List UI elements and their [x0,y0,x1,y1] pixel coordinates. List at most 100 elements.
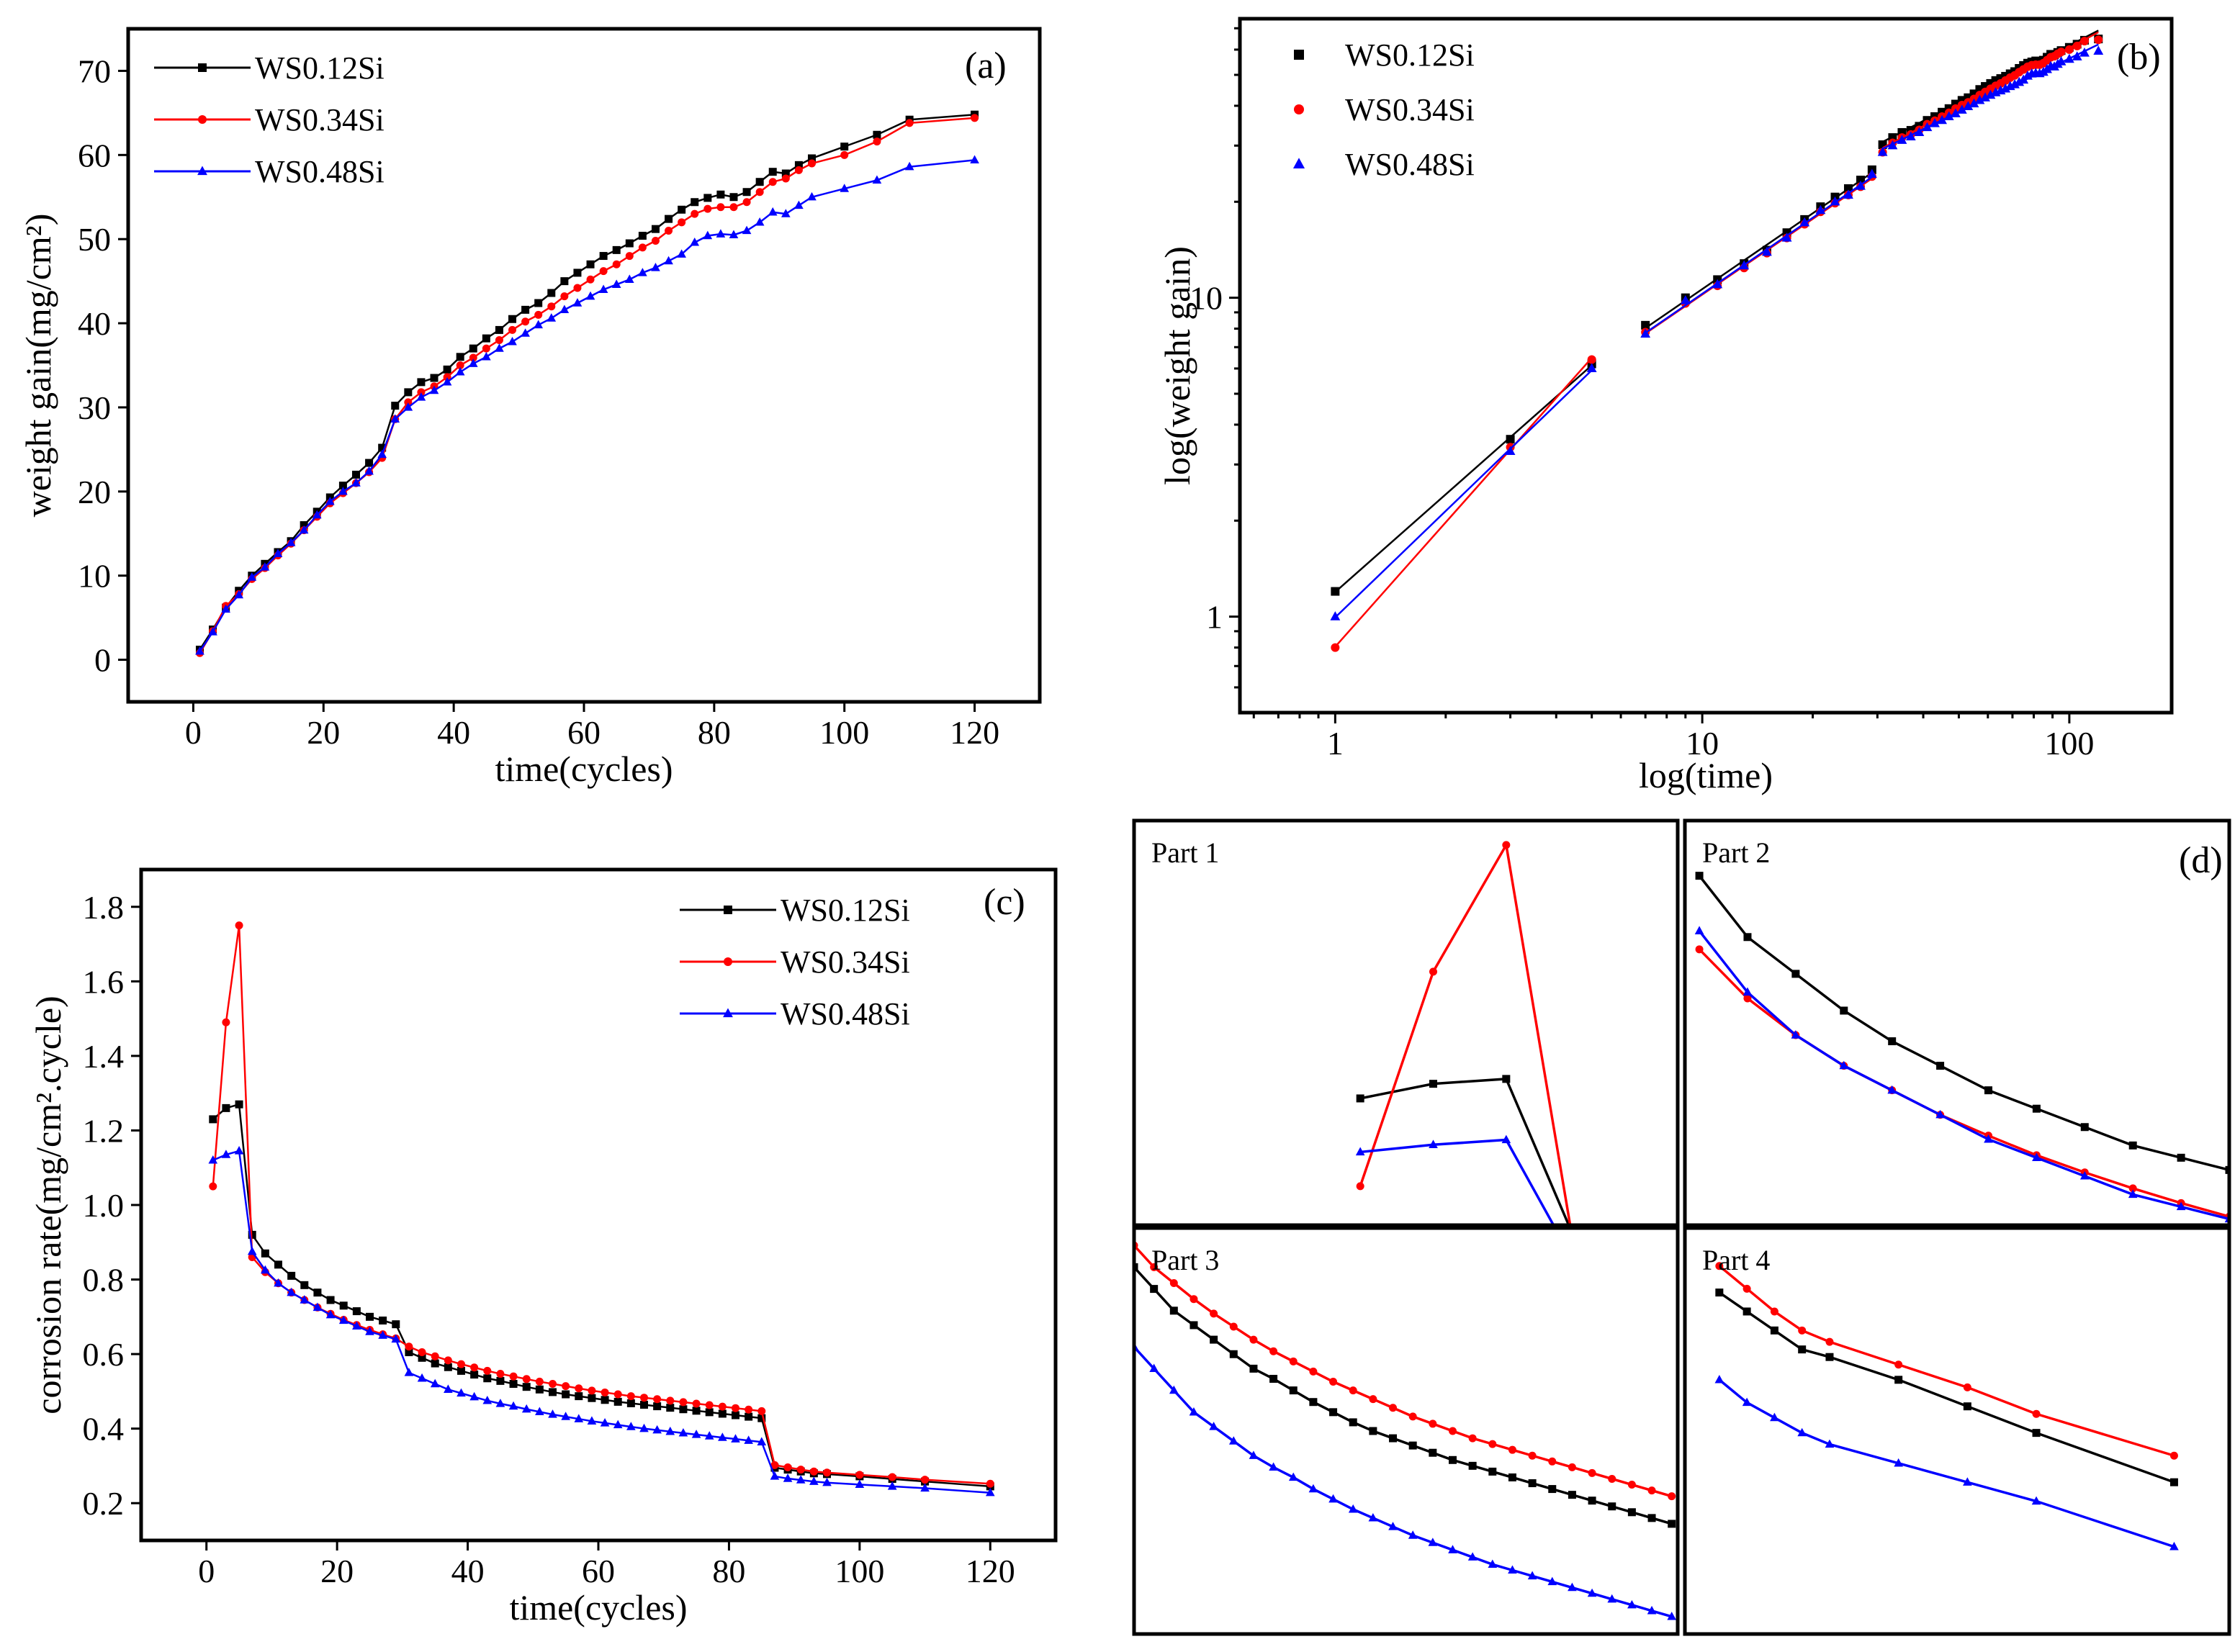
data-point [665,1426,675,1435]
y-tick-label: 70 [78,53,111,89]
data-point [1799,217,1810,227]
series-line [1359,1138,1555,1225]
data-point [444,1356,452,1365]
data-point [794,200,804,209]
panel-a: 0 20 40 60 80 100 120 0 10 20 30 40 50 60 70 time(cycle… [18,27,1042,789]
subpanel-frame [1683,818,2231,1227]
data-point [482,351,491,361]
data-point [1528,1479,1537,1488]
data-point [1448,1545,1457,1553]
data-point [1369,1395,1377,1404]
data-point [807,191,817,201]
data-point [1743,933,1752,942]
data-point [1448,1427,1457,1435]
data-point [905,119,914,127]
data-point [744,1435,753,1444]
subpanel-frame [1132,1226,1680,1636]
data-point [732,1404,739,1412]
data-point [1647,1605,1657,1615]
legend-label: WS0.12Si [255,50,385,86]
data-point [1866,168,1877,179]
data-point [677,249,686,258]
data-point [691,209,699,218]
data-point [508,315,517,323]
data-point [390,414,400,423]
data-point [535,1407,544,1416]
legend-marker [198,115,207,124]
legend-label: WS0.12Si [781,893,910,928]
series-line [199,113,975,651]
data-point [1668,1520,1676,1528]
data-point [1330,611,1341,620]
data-point [2056,48,2066,57]
data-point [1791,1030,1801,1039]
data-point [781,169,790,178]
data-point [783,1473,793,1482]
data-point [855,1471,864,1479]
legend-item-ws0-48si: WS0.48Si [680,996,910,1032]
data-point [809,1467,818,1476]
data-point [601,1396,609,1404]
data-point [613,1419,623,1429]
x-tick-label: 60 [582,1553,615,1589]
data-point [1348,1504,1358,1513]
data-point [640,1394,648,1402]
data-point [273,549,283,557]
data-point [234,590,244,599]
panel-d: Part 1 Part 2 Part 3 Part 4 (d) [1132,818,2231,1636]
data-point [2177,1153,2185,1162]
data-point [1505,446,1516,456]
data-point [757,1407,766,1415]
data-point [1930,118,1940,127]
data-point [970,155,979,163]
data-point [783,1463,792,1472]
data-point [1502,1075,1511,1083]
y-tick-label: 1.4 [83,1038,125,1075]
data-point [1190,1295,1198,1304]
data-point [247,1246,257,1255]
data-point [1369,1427,1377,1435]
data-point [456,353,464,361]
data-point [1229,1350,1238,1358]
legend-marker [197,166,207,176]
series-line [1718,1378,2175,1548]
data-point [443,365,451,374]
data-point [1429,1139,1438,1148]
data-point [312,510,322,519]
data-point [287,1271,296,1280]
data-point [2128,1141,2137,1150]
data-point [1843,184,1853,193]
data-point [823,1468,831,1477]
data-point [379,1317,387,1325]
data-point [430,1378,440,1388]
data-point [1308,1484,1318,1493]
data-point [1527,1571,1537,1580]
data-point [1914,127,1925,137]
data-point [1956,104,1967,114]
data-point [1856,176,1866,185]
series-ws0-34si [1715,1262,2178,1460]
data-point [339,1301,348,1310]
data-point [638,243,647,252]
data-point [261,1249,269,1258]
data-point [417,1373,427,1382]
data-point [429,385,439,394]
data-point [1429,1419,1437,1428]
legend-label: WS0.48Si [1345,147,1475,182]
data-point [888,1473,896,1481]
data-point [2000,83,2011,93]
data-point [1329,1408,1338,1417]
data-point [1943,111,1954,121]
data-point [2032,1429,2041,1437]
data-point [1894,1360,1903,1369]
subpanel-plot-area [1134,1241,1677,1620]
fit-line [1334,357,1593,648]
data-point [521,328,530,337]
data-point [378,1330,387,1339]
data-point [351,478,361,487]
data-point [1189,1407,1199,1416]
data-point [444,1363,452,1371]
series-ws0-34si [1134,1241,1676,1501]
data-point [418,1348,426,1357]
data-point [1149,1363,1159,1373]
